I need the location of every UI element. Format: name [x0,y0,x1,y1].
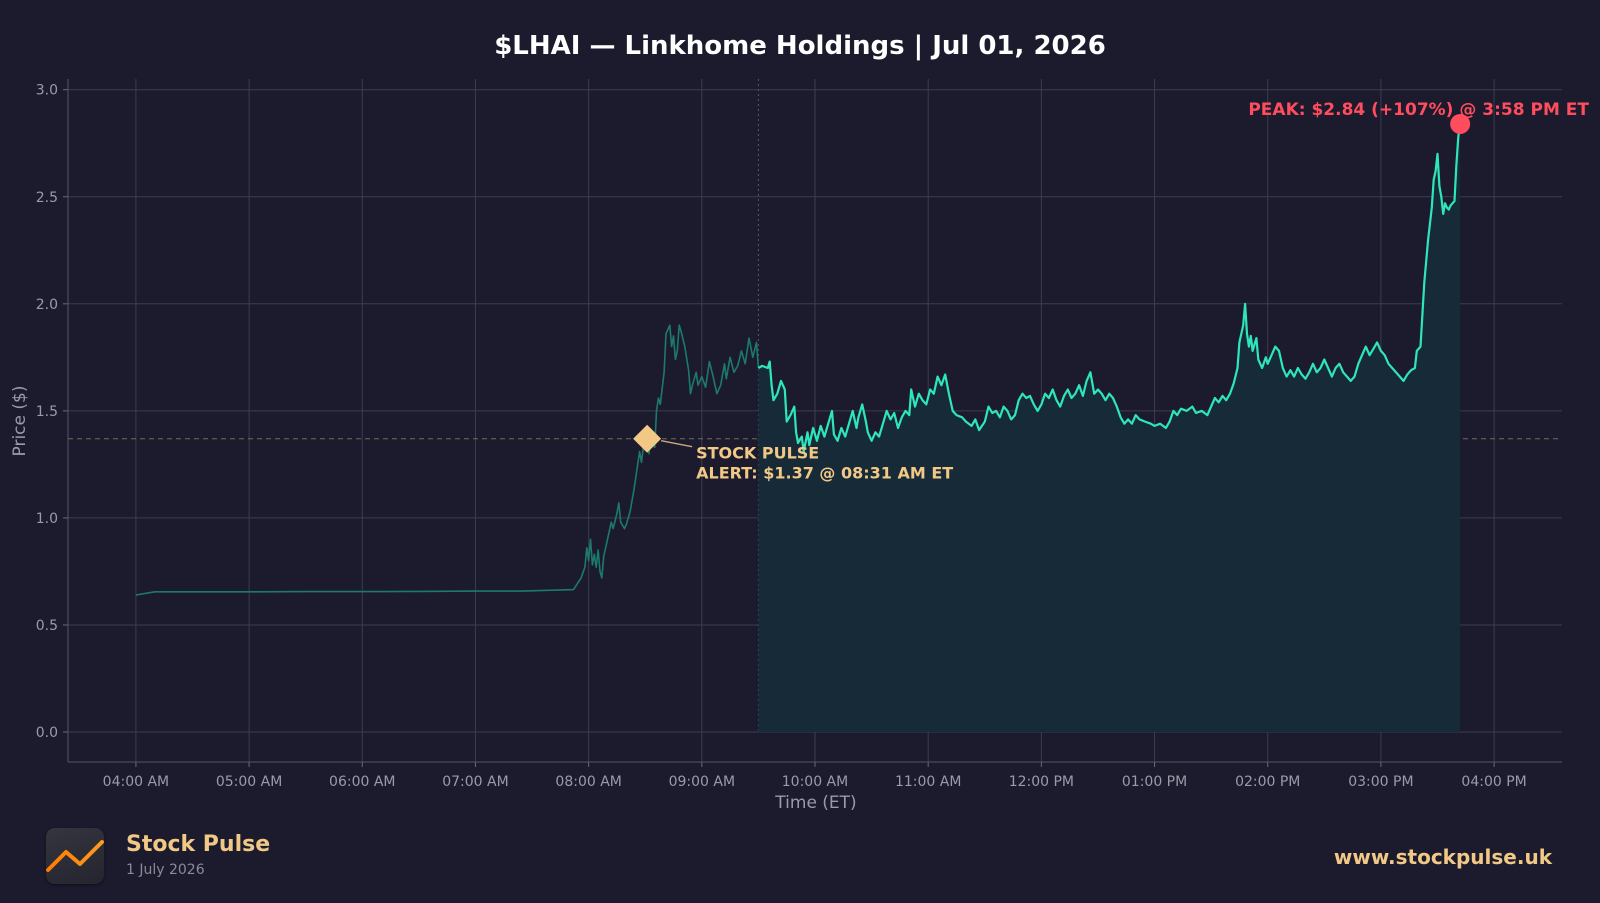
axes: 0.0 0.5 1.0 1.5 2.0 2.5 3.0 04:00 AM 05:00 AM 06:… [36,79,1562,790]
x-tick-label: 11:00 AM [895,774,961,790]
y-tick-label: 1.0 [36,511,58,527]
brand-date: 1 July 2026 [126,862,205,878]
x-tick-label: 04:00 PM [1461,774,1526,790]
x-tick-label: 12:00 PM [1009,774,1074,790]
y-tick-label: 1.5 [36,404,58,420]
chart-title: $LHAI — Linkhome Holdings | Jul 01, 2026 [494,31,1106,61]
brand-block: Stock Pulse 1 July 2026 [46,828,270,884]
regular-session-line [757,123,1462,453]
y-tick-label: 2.5 [36,190,58,206]
premarket-line [135,324,760,596]
y-tick-label: 3.0 [36,83,58,99]
y-tick-label: 0.5 [36,618,58,634]
regular-session-fill [758,124,1461,732]
alert-label-line1: STOCK PULSE [696,444,819,463]
alert-pointer [660,439,693,448]
x-tick-label: 02:00 PM [1235,774,1300,790]
x-tick-label: 10:00 AM [782,774,848,790]
x-tick-label: 05:00 AM [216,774,282,790]
x-tick-label: 01:00 PM [1122,774,1187,790]
x-tick-label: 03:00 PM [1348,774,1413,790]
alert-label-line2: ALERT: $1.37 @ 08:31 AM ET [696,464,953,483]
y-tick-label: 2.0 [36,297,58,313]
y-tick-label: 0.0 [36,725,58,741]
peak-marker [1450,113,1471,134]
x-tick-label: 09:00 AM [669,774,735,790]
price-series [135,123,1462,732]
x-axis-label: Time (ET) [774,793,856,813]
chart-trend-icon [46,828,104,884]
x-tick-label: 04:00 AM [103,774,169,790]
x-tick-label: 07:00 AM [442,774,508,790]
x-tick-label: 06:00 AM [329,774,395,790]
alert-diamond-marker [633,424,662,453]
peak-label: PEAK: $2.84 (+107%) @ 3:58 PM ET [1248,100,1589,120]
brand-name: Stock Pulse [126,832,271,857]
website-link[interactable]: www.stockpulse.uk [1333,845,1552,869]
y-axis-label: Price ($) [10,386,30,457]
x-tick-label: 08:00 AM [555,774,621,790]
